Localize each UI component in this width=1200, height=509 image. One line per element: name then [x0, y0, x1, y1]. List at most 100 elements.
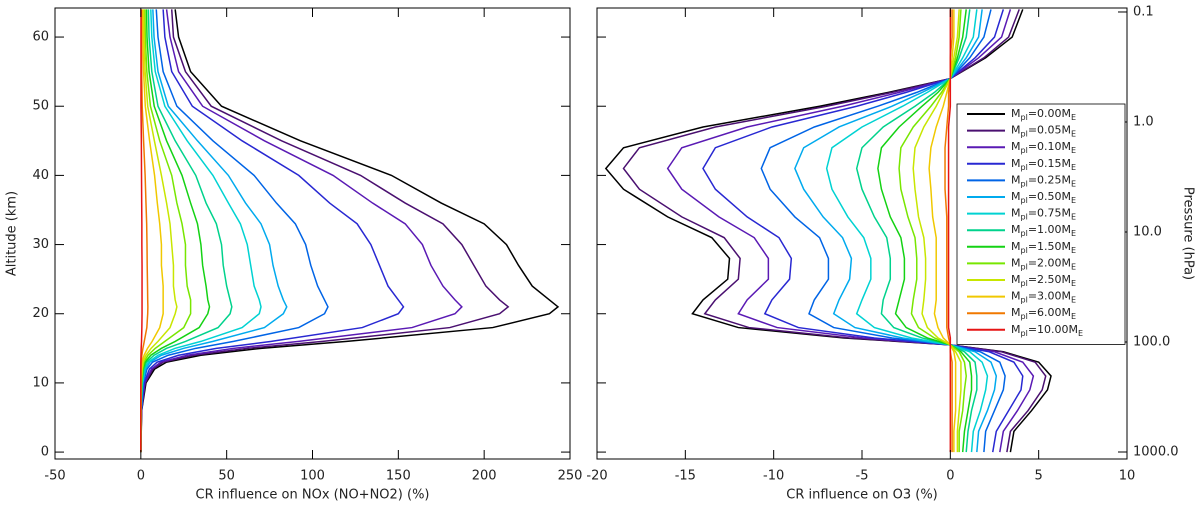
legend-label-part: =1.00M: [1028, 223, 1071, 236]
x-tick-label: 250: [558, 469, 583, 484]
legend-label-part: E: [1071, 179, 1076, 188]
legend-label-part: E: [1071, 146, 1076, 155]
x-tick-label: -15: [675, 469, 696, 484]
legend-label: Mpl=6.00ME: [1011, 306, 1076, 321]
series-line: [912, 9, 962, 453]
x-tick-label: 10: [1119, 469, 1136, 484]
legend-label-part: E: [1078, 328, 1083, 337]
legend-label-part: =0.00M: [1028, 107, 1071, 120]
series-line: [825, 9, 989, 453]
legend-label-part: M: [1011, 107, 1021, 120]
legend-label-part: E: [1071, 312, 1076, 321]
legend-label-part: pl: [1021, 146, 1028, 155]
x-tick-label: -50: [44, 469, 65, 484]
x-tick-label: 200: [472, 469, 497, 484]
legend-label-part: M: [1011, 273, 1021, 286]
series-line: [702, 9, 1024, 453]
plot-panel: -20 -15 -10 -5 0 5 10 0.1 1.0 10.0 100.0 1000.0 CR i…: [586, 4, 1195, 502]
legend-label-part: M: [1011, 140, 1021, 153]
legend-label: Mpl=0.25ME: [1011, 173, 1076, 188]
legend-label-part: E: [1071, 279, 1076, 288]
series-line: [140, 9, 405, 453]
legend-label-part: E: [1071, 196, 1076, 205]
legend-label-part: M: [1011, 207, 1021, 220]
legend-label-part: E: [1071, 245, 1076, 254]
x-tick-label: 0: [946, 469, 954, 484]
legend-label-part: pl: [1021, 328, 1028, 337]
x-axis-label: CR influence on O3 (%): [786, 488, 938, 503]
legend-label-part: E: [1071, 295, 1076, 304]
y2-tick-label: 0.1: [1133, 4, 1154, 19]
series-line: [140, 9, 463, 453]
y2-tick-label: 10.0: [1133, 224, 1162, 239]
x-tick-label: 50: [218, 469, 235, 484]
legend-label-part: M: [1011, 223, 1021, 236]
x-tick-label: 0: [137, 469, 145, 484]
legend-label-part: pl: [1021, 196, 1028, 205]
series-line: [944, 9, 953, 453]
legend-label-part: =6.00M: [1028, 306, 1071, 319]
series-line: [898, 9, 967, 453]
legend-label: Mpl=10.00ME: [1011, 323, 1083, 338]
x-tick-label: 150: [386, 469, 411, 484]
legend-label: Mpl=1.50ME: [1011, 240, 1076, 255]
legend-label-part: M: [1011, 306, 1021, 319]
legend-label-part: M: [1011, 190, 1021, 203]
x-tick-label: 5: [1035, 469, 1043, 484]
y2-tick-label: 1000.0: [1133, 444, 1179, 459]
x-tick-label: 100: [300, 469, 325, 484]
series-line: [140, 9, 329, 453]
legend-label: Mpl=0.50ME: [1011, 190, 1076, 205]
series-line: [855, 9, 978, 453]
legend-label-part: E: [1071, 262, 1076, 271]
legend-box: [956, 103, 1126, 345]
legend-label-part: M: [1011, 240, 1021, 253]
y2-tick-label: 100.0: [1133, 334, 1170, 349]
legend-label: Mpl=2.50ME: [1011, 273, 1076, 288]
legend-label-part: =0.15M: [1028, 157, 1071, 170]
series-line: [140, 9, 233, 453]
y-axis-label: Altitude (km): [5, 191, 20, 276]
x-tick-label: -20: [586, 469, 607, 484]
legend-label: Mpl=2.00ME: [1011, 256, 1076, 271]
legend-label-part: M: [1011, 157, 1021, 170]
legend-label: Mpl=1.00ME: [1011, 223, 1076, 238]
legend-label-part: E: [1071, 129, 1076, 138]
legend-label: Mpl=0.15ME: [1011, 157, 1076, 172]
legend-label-part: =3.00M: [1028, 290, 1071, 303]
legend-label-part: pl: [1021, 162, 1028, 171]
legend-label-part: =2.00M: [1028, 256, 1071, 269]
legend-label: Mpl=3.00ME: [1011, 290, 1076, 305]
legend-label-part: =10.00M: [1028, 323, 1078, 336]
legend-label-part: pl: [1021, 129, 1028, 138]
series-line: [140, 9, 560, 453]
legend-label-part: E: [1071, 162, 1076, 171]
series-line: [947, 9, 952, 453]
legend-label-part: pl: [1021, 262, 1028, 271]
y2-axis-label: Pressure (hPa): [1181, 187, 1196, 280]
y-tick-label: 50: [32, 99, 49, 114]
series-line: [140, 9, 143, 453]
series-line: [928, 9, 957, 453]
series-line: [877, 9, 973, 453]
series-line: [760, 9, 1006, 453]
legend-label: Mpl=0.05ME: [1011, 124, 1076, 139]
series-line: [140, 9, 510, 453]
legend-label-part: M: [1011, 256, 1021, 269]
y-tick-label: 60: [32, 30, 49, 45]
legend-label-part: pl: [1021, 312, 1028, 321]
legend-label-part: pl: [1021, 279, 1028, 288]
legend-label-part: pl: [1021, 179, 1028, 188]
legend-label-part: pl: [1021, 212, 1028, 221]
legend-label-part: M: [1011, 173, 1021, 186]
legend-label-part: =0.75M: [1028, 207, 1071, 220]
legend-label-part: =0.05M: [1028, 124, 1071, 137]
series-line: [604, 9, 1052, 453]
legend-label-part: E: [1071, 229, 1076, 238]
series-line: [140, 9, 211, 453]
y-tick-label: 30: [32, 237, 49, 252]
legend-label-part: M: [1011, 323, 1021, 336]
legend-label-part: E: [1071, 212, 1076, 221]
legend-label-part: pl: [1021, 229, 1028, 238]
